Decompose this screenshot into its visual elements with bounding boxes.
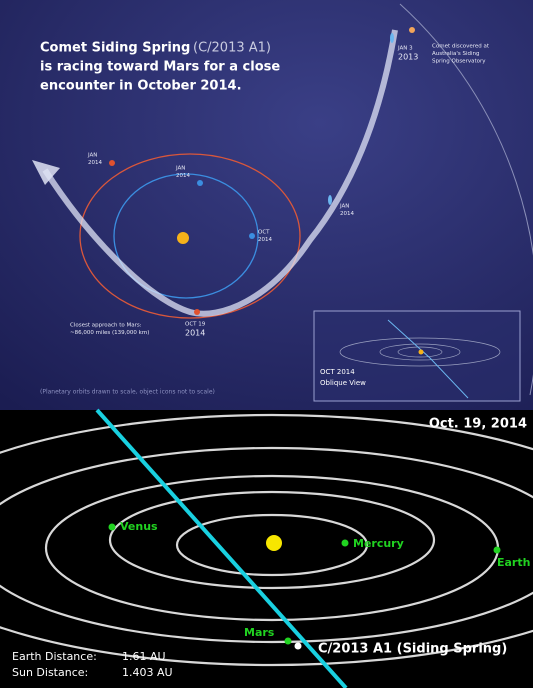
- inset-label: OCT 2014: [320, 368, 355, 376]
- mars: [285, 638, 292, 645]
- annotation: 2014: [176, 173, 190, 179]
- inset: [314, 311, 520, 401]
- annotation: JAN: [339, 204, 349, 210]
- annotation: Comet discovered at: [432, 44, 490, 50]
- sun: [177, 232, 189, 244]
- planet-label: Mars: [244, 626, 275, 639]
- annotation: OCT: [258, 230, 270, 236]
- annotation: OCT 19: [185, 322, 206, 328]
- annotation: 2014: [88, 160, 102, 166]
- title: Comet Siding Spring: [40, 41, 190, 56]
- comet-icon: [409, 27, 415, 33]
- footnote: (Planetary orbits drawn to scale, object…: [40, 389, 215, 396]
- comet-icon: [390, 33, 394, 43]
- page: Comet Siding Spring (C/2013 A1) is racin…: [0, 0, 533, 688]
- annotation: 2013: [398, 53, 418, 62]
- mars: [194, 309, 200, 315]
- planet-label: Mercury: [353, 537, 404, 550]
- earth: [197, 180, 203, 186]
- planet-label: Venus: [120, 520, 158, 533]
- annotation: Closest approach to Mars:: [70, 323, 142, 329]
- annotation: Australia's Siding: [432, 51, 479, 57]
- annotation: JAN 3: [397, 46, 413, 52]
- inset-sun: [419, 350, 424, 355]
- earth: [249, 233, 255, 239]
- title: encounter in October 2014.: [40, 79, 242, 94]
- title: is racing toward Mars for a close: [40, 60, 280, 75]
- annotation: 2014: [340, 211, 354, 217]
- mercury: [342, 540, 349, 547]
- inset-label: Oblique View: [320, 379, 366, 387]
- comet-label: C/2013 A1 (Siding Spring): [318, 642, 507, 657]
- venus: [109, 524, 116, 531]
- annotation: Spring Observatory: [432, 59, 486, 65]
- annotation: ~86,000 miles (139,000 km): [70, 330, 149, 336]
- earth: [494, 547, 501, 554]
- annotation: 2014: [258, 237, 272, 243]
- comet: [295, 643, 302, 650]
- mars: [109, 160, 115, 166]
- annotation: 2014: [185, 329, 205, 338]
- distance-value: 1.61 AU: [122, 650, 166, 663]
- date: Oct. 19, 2014: [429, 417, 527, 432]
- annotation: JAN: [175, 166, 185, 172]
- planet-label: Earth: [497, 556, 530, 569]
- distance-label: Earth Distance:: [12, 650, 97, 663]
- distance-label: Sun Distance:: [12, 666, 88, 679]
- title: (C/2013 A1): [193, 41, 271, 56]
- distance-value: 1.403 AU: [122, 666, 173, 679]
- sun: [266, 535, 282, 551]
- annotation: JAN: [87, 153, 97, 159]
- comet-icon: [328, 195, 332, 205]
